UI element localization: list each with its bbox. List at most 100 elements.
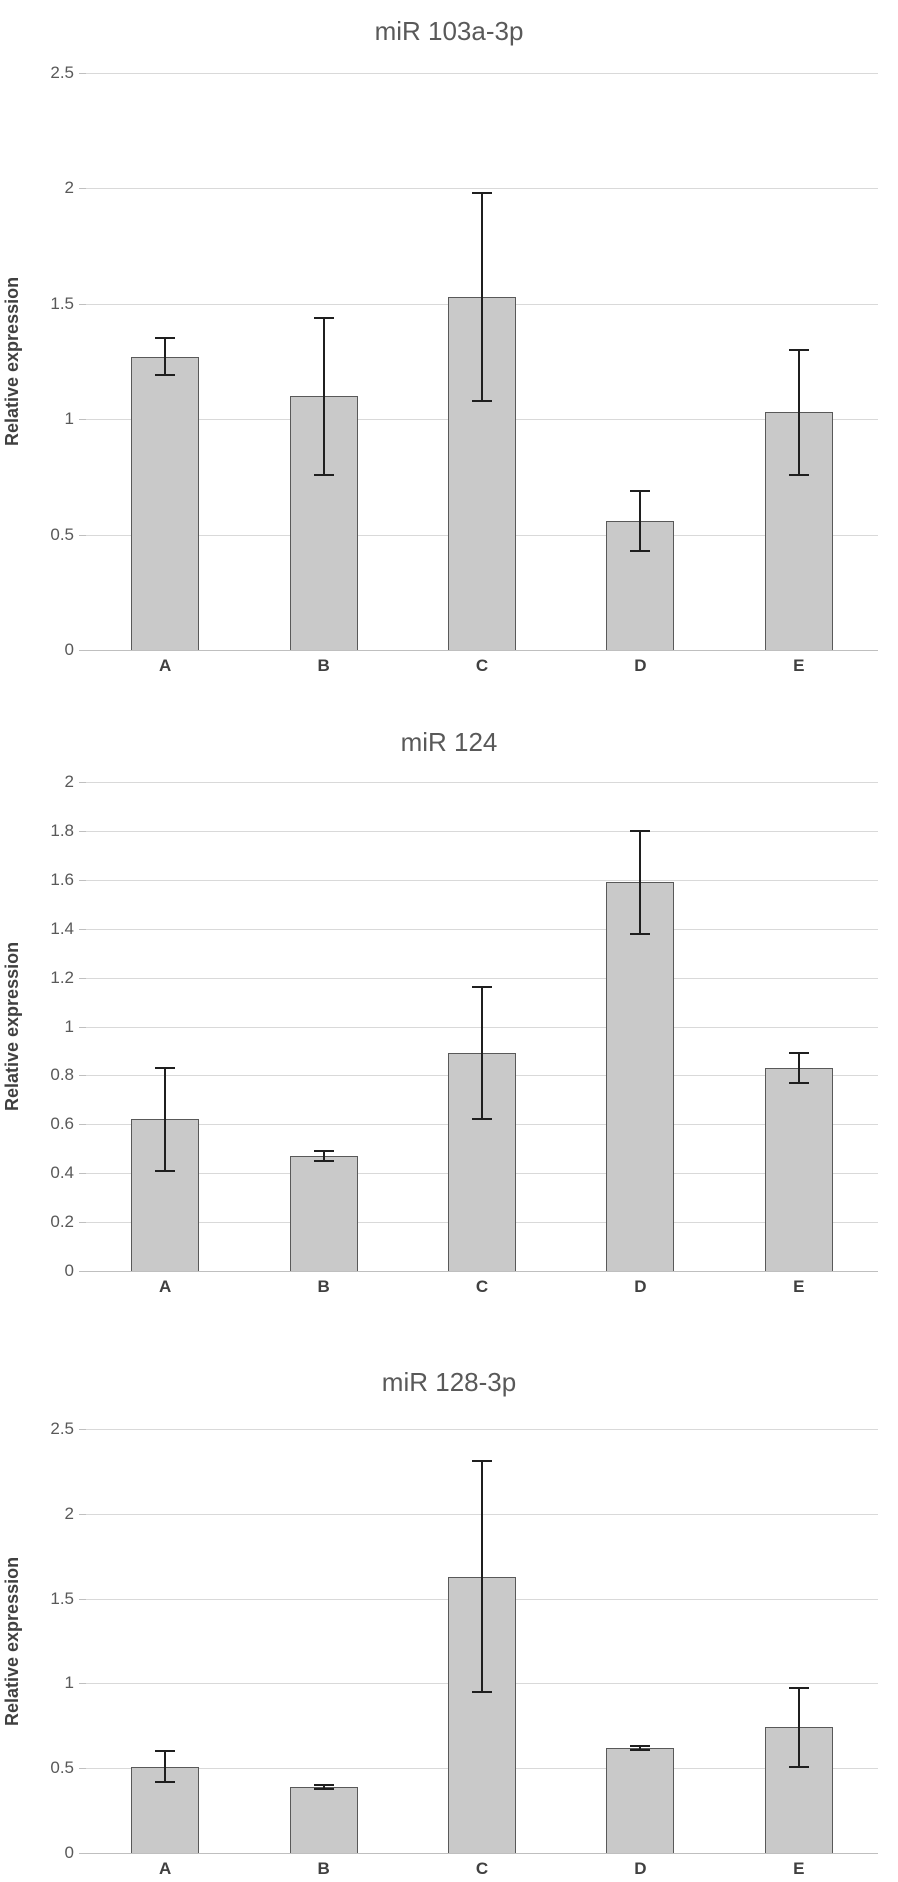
y-tick-mark (79, 650, 86, 651)
y-tick-mark (79, 782, 86, 783)
error-bar (797, 1688, 800, 1767)
x-axis-line (86, 650, 878, 651)
chart-body: Relative expression 0 0.5 1 1.5 2 2.5 A B C D E (0, 1419, 898, 1878)
y-tick-label: 1 (64, 409, 74, 429)
y-axis-title: Relative expression (2, 1556, 22, 1726)
y-tick-mark (79, 1513, 86, 1515)
x-category-label: E (793, 656, 805, 675)
y-tick-label: 1.8 (50, 820, 74, 840)
chart-mir-124: miR 124 Relative expression 0 0.2 0.4 0.6 0.… (0, 700, 898, 1320)
error-bar-cap-bottom (788, 1081, 809, 1084)
error-bar-cap-bottom (630, 1748, 651, 1751)
error-bar-cap-top (630, 489, 651, 492)
gridline (86, 928, 878, 930)
error-bar-cap-top (313, 1784, 334, 1787)
y-tick-mark (79, 879, 86, 881)
y-tick-mark (79, 1075, 86, 1077)
error-bar-cap-bottom (630, 932, 651, 935)
chart-body: Relative expression 0 0.5 1 1.5 2 2.5 A B C D E (0, 63, 898, 675)
y-tick-mark (79, 1683, 86, 1685)
error-bar-cap-bottom (155, 1169, 176, 1172)
gridline (86, 782, 878, 783)
error-bar (164, 338, 167, 376)
error-bar-cap-bottom (313, 1787, 334, 1790)
error-bar (797, 349, 800, 475)
gridline (86, 977, 878, 979)
y-tick-label: 2 (64, 178, 74, 198)
x-category-label: B (317, 656, 330, 675)
y-tick-label: 1.5 (50, 293, 74, 313)
error-bar-cap-bottom (788, 473, 809, 476)
y-tick-label: 0 (64, 1843, 74, 1862)
y-tick-mark (79, 1222, 86, 1224)
error-bar-cap-top (155, 1067, 176, 1070)
error-bar (797, 1053, 800, 1083)
x-category-label: B (317, 1859, 330, 1878)
chart-title: miR 128-3p (381, 1367, 517, 1397)
y-tick-mark (79, 1853, 86, 1854)
y-tick-label: 0.5 (50, 524, 74, 544)
error-bar-cap-bottom (788, 1765, 809, 1768)
error-bar-cap-bottom (630, 549, 651, 552)
error-bar-cap-bottom (155, 374, 176, 377)
x-category-label: C (475, 1859, 489, 1878)
bar (289, 1786, 358, 1853)
error-bar-cap-bottom (472, 399, 492, 402)
gridline (86, 879, 878, 881)
error-bar (322, 1151, 325, 1161)
plot-area: 0 0.2 0.4 0.6 0.8 1 1.2 1.4 1.6 1.8 2 A B C D E (50, 772, 878, 1296)
y-tick-mark (79, 1173, 86, 1175)
error-bar-cap-top (788, 1687, 809, 1690)
y-tick-mark (79, 928, 86, 930)
chart-title: miR 124 (400, 727, 498, 757)
y-tick-mark (79, 1271, 86, 1272)
y-tick-label: 2.5 (50, 63, 74, 82)
error-bar-cap-top (472, 1460, 492, 1463)
y-tick-mark (79, 977, 86, 979)
y-tick-label: 1 (64, 1016, 74, 1036)
y-tick-label: 0.8 (50, 1065, 74, 1085)
x-category-label: B (317, 1277, 330, 1296)
gridline (86, 1429, 878, 1430)
error-bar-cap-top (155, 1750, 176, 1753)
error-bar-cap-bottom (313, 1159, 334, 1162)
y-tick-label: 1.2 (50, 967, 74, 987)
error-bar-cap-top (788, 1052, 809, 1055)
plot-area: 0 0.5 1 1.5 2 2.5 A B C D E (50, 63, 878, 675)
chart-mir-103a-3p: miR 103a-3p Relative expression 0 0.5 1 1.5… (0, 0, 898, 700)
gridline (86, 188, 878, 190)
y-tick-mark (79, 1026, 86, 1028)
x-category-label: D (634, 656, 647, 675)
y-tick-mark (79, 1598, 86, 1600)
error-bar-cap-top (313, 316, 334, 319)
error-bar-cap-top (788, 348, 809, 351)
y-tick-mark (79, 1124, 86, 1126)
y-tick-mark (79, 419, 86, 421)
error-bar-cap-bottom (472, 1690, 492, 1693)
y-tick-mark (79, 830, 86, 832)
x-category-label: D (634, 1859, 647, 1878)
error-bar (639, 1746, 642, 1750)
x-axis-line (86, 1853, 878, 1854)
chart-title: miR 103a-3p (374, 16, 524, 46)
y-tick-label: 1.6 (50, 869, 74, 889)
plot-area: 0 0.5 1 1.5 2 2.5 A B C D E (50, 1419, 878, 1878)
bar (606, 1747, 675, 1853)
error-bar-cap-bottom (313, 473, 334, 476)
y-axis-title: Relative expression (2, 276, 22, 447)
error-bar-cap-top (630, 1745, 651, 1748)
y-tick-label: 2 (64, 772, 74, 791)
error-bar (481, 987, 483, 1120)
bar (131, 356, 200, 650)
y-tick-label: 1 (64, 1673, 74, 1693)
error-bar (639, 490, 642, 551)
y-tick-label: 1.5 (50, 1588, 74, 1608)
error-bar-cap-top (313, 1150, 334, 1153)
chart-mir-128-3p: miR 128-3p Relative expression 0 0.5 1 1.5 2… (0, 1320, 898, 1882)
bar (606, 882, 675, 1271)
error-bar (481, 193, 483, 401)
y-tick-mark (79, 188, 86, 190)
error-bar-cap-top (155, 337, 176, 340)
bar (289, 1156, 358, 1271)
